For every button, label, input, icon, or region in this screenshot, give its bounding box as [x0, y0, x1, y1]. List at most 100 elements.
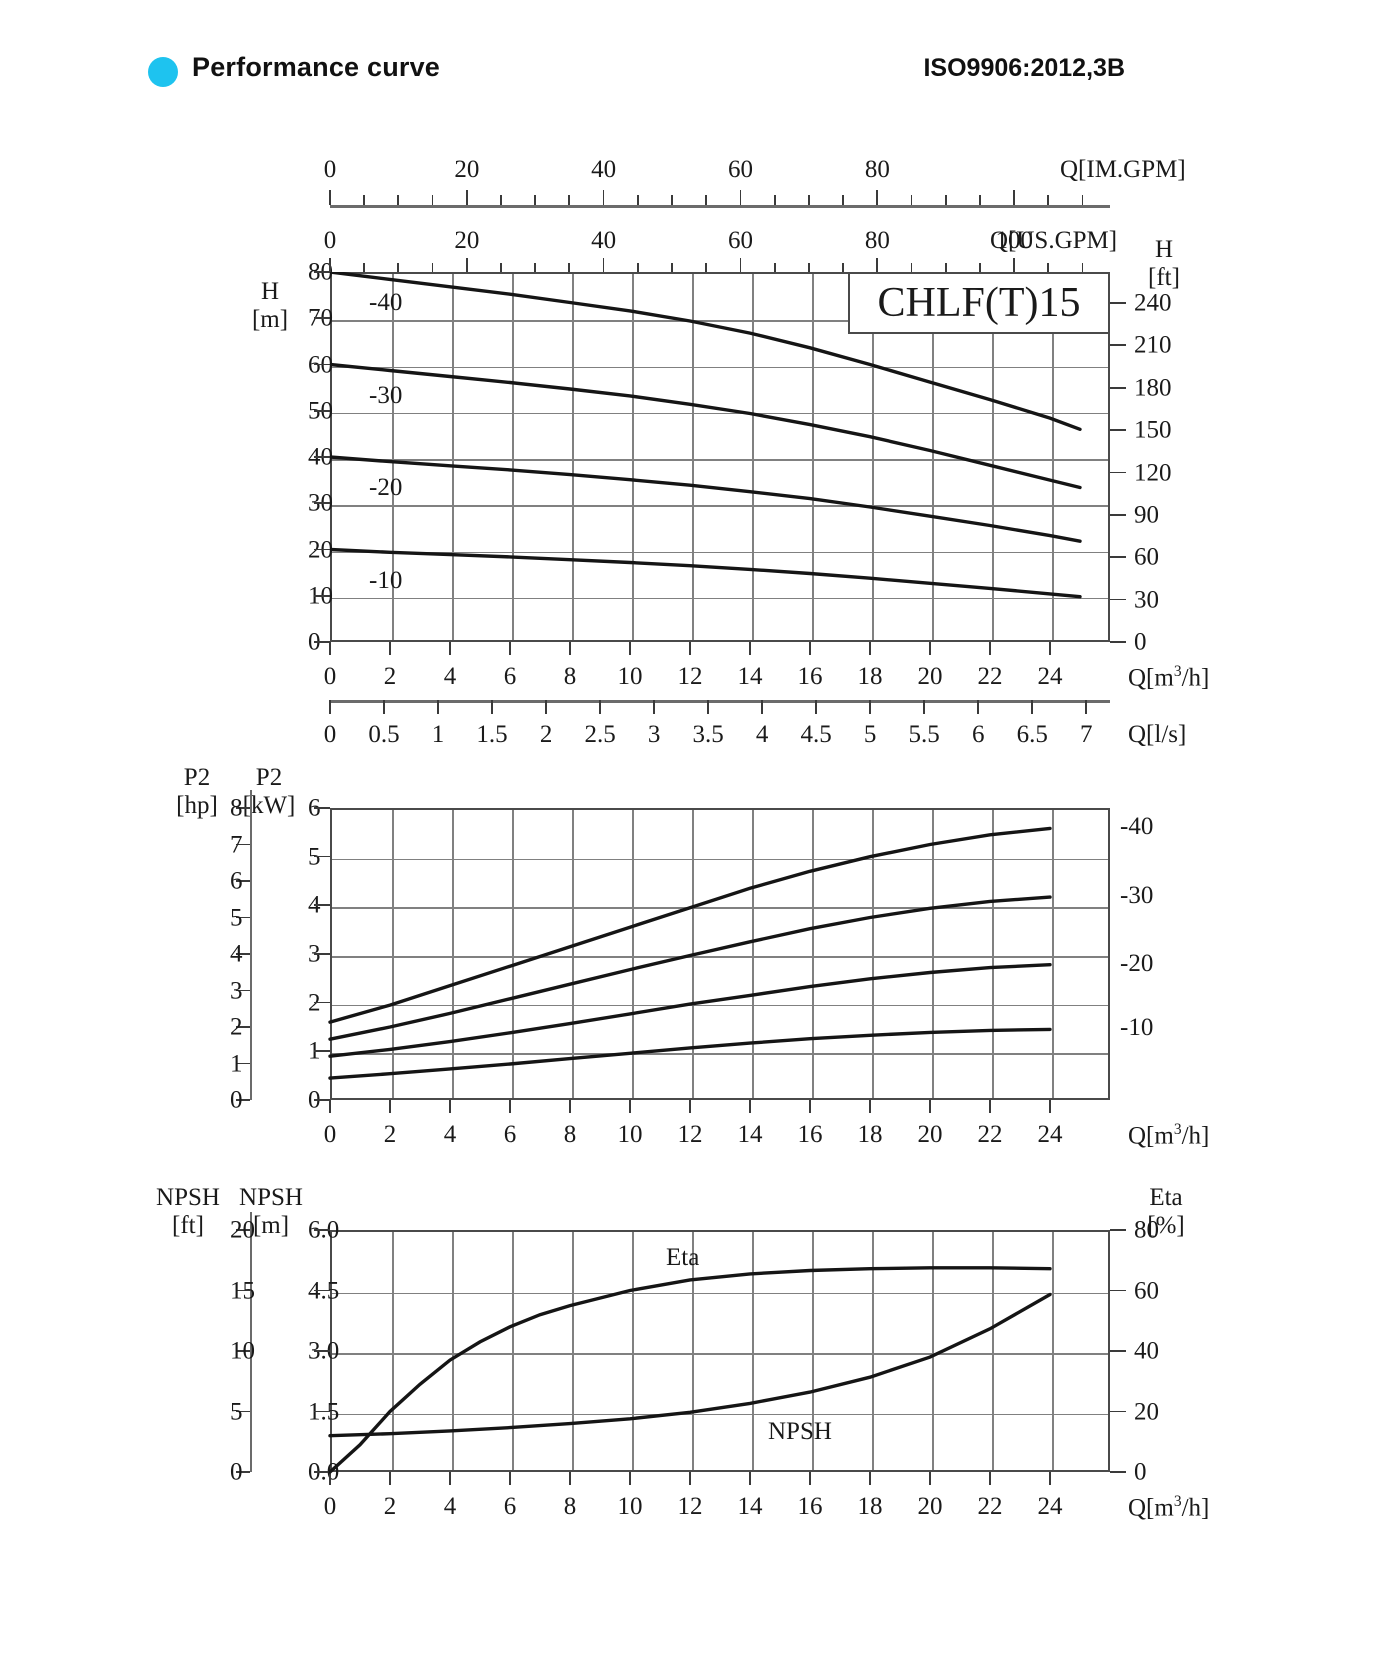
head-gridline-v	[632, 274, 634, 640]
eta-label: 0	[1134, 1458, 1147, 1486]
power-hp-label: 0	[230, 1086, 243, 1114]
head-xtick	[509, 642, 511, 655]
power-xtick-label: 10	[617, 1121, 643, 1148]
power-xtick	[329, 1100, 331, 1113]
head-gridline-v	[872, 274, 874, 640]
npsh-gridline-v	[572, 1232, 574, 1470]
im-gpm-label: 80	[864, 156, 890, 183]
im-gpm-tick	[431, 195, 434, 205]
us-gpm-tick	[910, 263, 913, 272]
head-ft-tick	[1110, 641, 1126, 643]
ls-tick	[869, 700, 871, 714]
power-gridline-v	[452, 810, 454, 1098]
head-ft-tick	[1110, 344, 1126, 347]
power-xtick	[809, 1100, 811, 1113]
power-xtick-label: 14	[737, 1121, 763, 1148]
im-gpm-tick	[739, 190, 742, 205]
us-gpm-tick	[705, 263, 708, 272]
im-gpm-label: 40	[591, 156, 617, 183]
ls-label: 5.5	[908, 721, 940, 748]
power-hp-label: 8	[230, 794, 243, 822]
power-curve--30	[328, 895, 1052, 1041]
head-xtick	[329, 642, 331, 655]
npsh-m-tick	[314, 1289, 330, 1292]
power-hp-tick	[236, 953, 250, 955]
power-xtick	[449, 1100, 451, 1113]
im-gpm-tick	[842, 195, 844, 205]
bullet-dot-icon	[148, 57, 178, 87]
head-ft-tick	[1110, 598, 1126, 601]
npsh-m-axis-unit: [m]	[252, 1212, 290, 1239]
head-gridline-h	[332, 366, 1108, 369]
head-gridline-h	[332, 551, 1108, 554]
npsh-xtick-label: 22	[977, 1493, 1003, 1520]
head-curve--30	[330, 362, 1082, 490]
head-ytick	[314, 271, 330, 273]
power-kw-tick	[314, 953, 330, 955]
npsh-xtick-label: 12	[677, 1493, 703, 1520]
im-gpm-axis-unit: Q[IM.GPM]	[1060, 156, 1186, 183]
power-gridline-v	[572, 810, 574, 1098]
im-gpm-tick	[636, 195, 639, 205]
head-gridline-v	[392, 274, 394, 640]
head-ft-label: 210	[1134, 331, 1172, 359]
us-gpm-label: 40	[591, 227, 617, 254]
ls-label: 6.5	[1016, 721, 1048, 748]
power-plot-area	[330, 808, 1110, 1100]
eta-tick	[1110, 1410, 1126, 1413]
head-ytick	[314, 317, 330, 320]
im-gpm-tick	[534, 195, 537, 205]
ls-tick	[653, 700, 655, 714]
head-gridline-v	[1052, 274, 1054, 640]
npsh-xtick	[329, 1472, 331, 1485]
npsh-curve-label: NPSH	[768, 1417, 832, 1445]
head-xtick-label: 0	[323, 663, 337, 690]
head-gridline-h	[332, 320, 1108, 322]
head-ft-tick	[1110, 386, 1126, 389]
im-gpm-tick	[397, 195, 400, 205]
us-gpm-tick	[773, 263, 776, 272]
npsh-gridline-v	[692, 1232, 694, 1470]
head-ytick	[314, 548, 330, 551]
us-gpm-tick	[636, 263, 639, 272]
npsh-eta-chart: 0.0 1.5 3.0 4.5 6.0 NPSH [m] 0 5 10 15 20 NPSH [ft] 0 2…	[0, 1180, 1400, 1600]
power-hp-axis-unit: [hp]	[176, 792, 218, 819]
npsh-xtick-label: 14	[737, 1493, 763, 1520]
us-gpm-label: 80	[864, 227, 890, 254]
npsh-xtick-label: 4	[443, 1493, 457, 1520]
us-gpm-tick	[465, 258, 468, 272]
head-xtick	[569, 642, 571, 655]
power-xtick	[689, 1100, 691, 1113]
head-curve-label--30: -30	[369, 381, 403, 409]
im-gpm-tick	[807, 195, 810, 205]
head-ytick	[314, 409, 330, 412]
npsh-gridline-v	[932, 1232, 934, 1470]
power-kw-axis-title: P2	[255, 764, 283, 791]
head-xtick-label: 16	[797, 663, 823, 690]
us-gpm-label: 20	[454, 227, 480, 254]
head-curve-label--10: -10	[369, 566, 403, 594]
head-ft-label: 60	[1134, 543, 1159, 571]
us-gpm-tick	[500, 263, 502, 272]
power-xtick	[629, 1100, 631, 1113]
im-gpm-tick	[876, 190, 879, 205]
eta-label: 20	[1134, 1398, 1159, 1425]
npsh-ft-label: 10	[230, 1337, 255, 1365]
npsh-ft-tick	[236, 1350, 250, 1352]
npsh-x-axis-unit: Q[m3/h]	[1128, 1493, 1210, 1522]
head-gridline-v	[932, 274, 934, 640]
im-gpm-tick	[705, 195, 708, 205]
power-xtick	[869, 1100, 871, 1113]
im-gpm-label: 20	[454, 156, 480, 183]
head-xtick	[809, 642, 811, 655]
head-xtick-label: 24	[1037, 663, 1063, 690]
npsh-m-axis-title: NPSH	[239, 1184, 303, 1211]
power-hp-label: 5	[230, 904, 243, 931]
npsh-ft-label: 20	[230, 1216, 255, 1244]
npsh-ft-label: 0	[230, 1458, 243, 1486]
power-hp-tick	[236, 807, 250, 809]
npsh-xtick	[1049, 1472, 1051, 1485]
power-xtick	[509, 1100, 511, 1113]
eta-curve-label: Eta	[666, 1244, 700, 1272]
npsh-xtick-label: 2	[383, 1493, 397, 1520]
